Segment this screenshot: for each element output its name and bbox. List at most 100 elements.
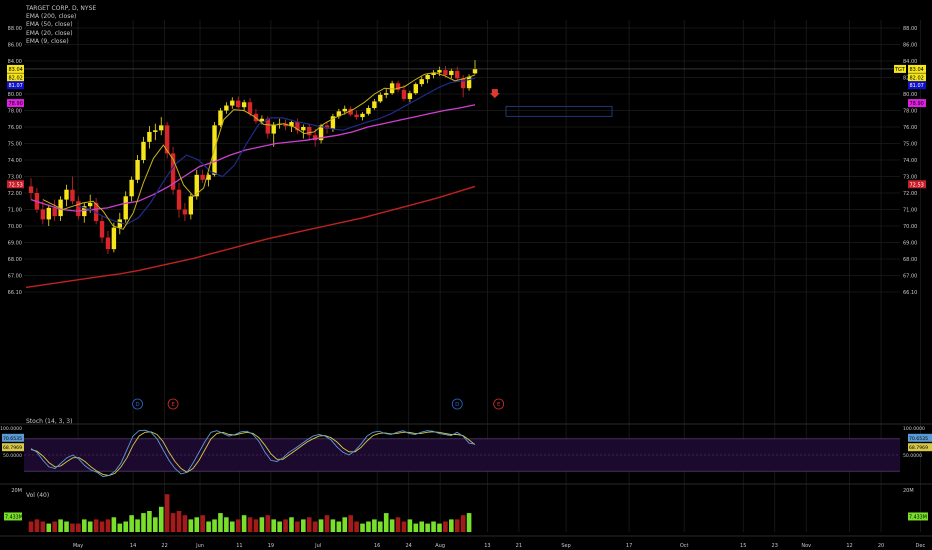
candle-body [307,127,312,136]
volume-bar [289,517,294,532]
volume-bar [259,517,265,532]
stoch-value-tag-text: 70.6535 [3,436,22,442]
candle-body [117,219,122,228]
stoch-value-tag-left [2,443,24,452]
ema20-line [78,77,476,226]
candle-body [46,207,51,220]
candle-body [111,227,117,250]
volume-bar [182,515,188,532]
candle-body [247,102,253,114]
y-tick-right: 84.00 [903,59,917,65]
volume-bar [283,519,288,532]
candle-body [105,237,111,250]
y-tick-right: 88.00 [903,26,917,32]
candle-body [372,101,377,109]
volume-bar [218,513,223,532]
earnings-marker-text: E [171,402,175,408]
volume-bar [395,517,401,532]
legend-ema50: EMA (50, close) [26,21,73,29]
candle-body [283,123,288,127]
dividend-marker [132,398,143,410]
volume-bar [377,521,383,532]
candle-body [318,125,324,141]
volume-bar [389,519,395,532]
earnings-marker [167,398,179,410]
left-price-tag-text: 83.04 [9,67,23,73]
volume-bar [58,519,63,532]
x-tick-label: 20 [878,543,884,549]
volume-bar [164,494,170,532]
left-price-tag-text: 78.90 [9,101,23,107]
x-tick-label: Nov [801,543,811,549]
volume-bar [64,521,69,532]
volume-bar [318,519,324,532]
candle-body [301,127,306,131]
candle-body [289,122,294,127]
volume-bar [93,519,99,532]
candle-body [64,189,69,200]
candle-body [206,174,211,180]
y-tick-left: 70.00 [8,224,22,230]
candle-body [259,118,265,122]
volume-bar [354,521,359,532]
stoch-label: Stoch (14, 3, 3) [26,418,73,425]
x-tick-label: 19 [268,543,274,549]
x-tick-label: 11 [236,543,242,549]
candle-body [224,105,229,111]
right-price-tag [908,99,926,108]
volume-bar [123,521,129,532]
candle-body [360,113,365,118]
dividend-marker-text: D [135,402,139,408]
ema200-line [25,185,476,289]
volume-value-tag-text: 7.433M [909,514,927,520]
candle-body [159,125,164,131]
candle-body [354,114,359,118]
volume-bar [413,523,419,532]
y-tick-left: 88.00 [8,26,22,32]
volume-bar [194,517,200,532]
volume-bar [265,515,271,532]
y-tick-right: 74.00 [903,158,917,164]
stoch-y-tick-left: 50.0000 [3,453,22,459]
volume-bar [52,521,57,532]
volume-bar [247,517,253,532]
volume-label: Vol (40) [26,492,50,499]
y-tick-left: 78.00 [8,109,22,115]
y-tick-left: 71.00 [8,208,22,214]
candle-body [129,179,134,197]
volume-bar [200,515,205,532]
candle-body [425,75,430,80]
y-tick-right: 67.00 [903,274,917,280]
stoch-band [24,438,900,472]
left-price-tag [7,180,24,189]
volume-bar [129,515,134,532]
candle-body [182,209,188,215]
y-tick-left: 80.00 [8,92,22,98]
volume-bar [28,521,34,532]
candle-body [76,201,81,217]
y-tick-right: 70.00 [903,224,917,230]
x-tick-label: Jul [314,543,321,549]
candle-body [419,79,424,85]
volume-bar [425,523,430,532]
candle-body [88,202,93,207]
left-price-tag-text: 81.07 [9,83,23,89]
volume-bar [229,521,235,532]
stoch-y-tick-right: 50.0000 [903,453,922,459]
x-tick-label: Dec [916,543,926,549]
volume-value-tag-right [908,512,928,521]
x-tick-label: 24 [405,543,411,549]
candle-body [236,100,241,108]
volume-bar [295,521,300,532]
y-tick-left: 86.00 [8,43,22,49]
volume-bar [330,519,336,532]
candle-body [366,108,371,114]
volume-bar [466,513,472,532]
x-tick-label: 23 [772,543,778,549]
volume-bar [342,517,348,532]
legend-ema9: EMA (9, close) [26,37,69,45]
volume-value-tag-left [4,512,22,521]
volume-bar [212,519,217,532]
x-tick-label: Oct [680,543,689,549]
